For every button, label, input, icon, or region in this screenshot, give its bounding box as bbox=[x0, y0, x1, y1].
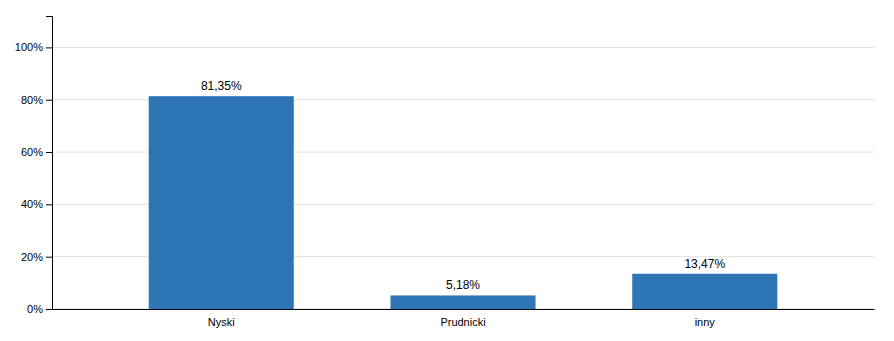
bar bbox=[632, 274, 777, 309]
data-labels: 81,35% 5,18% 13,47% bbox=[201, 79, 726, 292]
y-axis: 0% 20% 40% 60% 80% 100% bbox=[15, 17, 53, 316]
y-tick-mark bbox=[46, 204, 52, 205]
x-axis-line bbox=[53, 309, 875, 310]
x-tick: Nyski bbox=[208, 316, 235, 328]
grid-line bbox=[52, 47, 874, 48]
x-axis: Nyski Prudnicki inny bbox=[53, 310, 875, 328]
bar bbox=[390, 295, 535, 309]
y-tick-label: 100% bbox=[15, 41, 43, 53]
y-tick-mark bbox=[46, 309, 52, 310]
y-tick: 20% bbox=[21, 251, 52, 263]
y-tick-label: 0% bbox=[27, 303, 43, 315]
grid bbox=[52, 47, 874, 309]
bars bbox=[149, 96, 778, 309]
y-axis-line bbox=[46, 17, 53, 310]
y-tick: 40% bbox=[21, 198, 52, 210]
x-tick-label: Nyski bbox=[208, 316, 235, 328]
y-tick-mark bbox=[46, 47, 52, 48]
y-tick-mark bbox=[46, 257, 52, 258]
y-tick-label: 80% bbox=[21, 94, 43, 106]
data-label: 5,18% bbox=[446, 278, 480, 292]
y-tick-label: 40% bbox=[21, 198, 43, 210]
x-tick-label: Prudnicki bbox=[440, 316, 485, 328]
chart: 0% 20% 40% 60% 80% 100% Nyski Prudnicki inny 81,3… bbox=[0, 0, 894, 341]
y-tick: 0% bbox=[27, 303, 52, 315]
y-tick: 60% bbox=[21, 146, 52, 158]
x-tick-label: inny bbox=[695, 316, 716, 328]
y-tick: 100% bbox=[15, 41, 52, 53]
data-label: 13,47% bbox=[684, 257, 725, 271]
data-label: 81,35% bbox=[201, 79, 242, 93]
plot: 0% 20% 40% 60% 80% 100% Nyski Prudnicki inny 81,3… bbox=[15, 17, 875, 328]
y-tick-mark bbox=[46, 100, 52, 101]
y-tick-label: 60% bbox=[21, 146, 43, 158]
y-tick-label: 20% bbox=[21, 251, 43, 263]
y-tick: 80% bbox=[21, 94, 52, 106]
bar bbox=[149, 96, 294, 309]
x-tick: Prudnicki bbox=[440, 316, 485, 328]
x-tick: inny bbox=[695, 316, 716, 328]
y-tick-mark bbox=[46, 152, 52, 153]
